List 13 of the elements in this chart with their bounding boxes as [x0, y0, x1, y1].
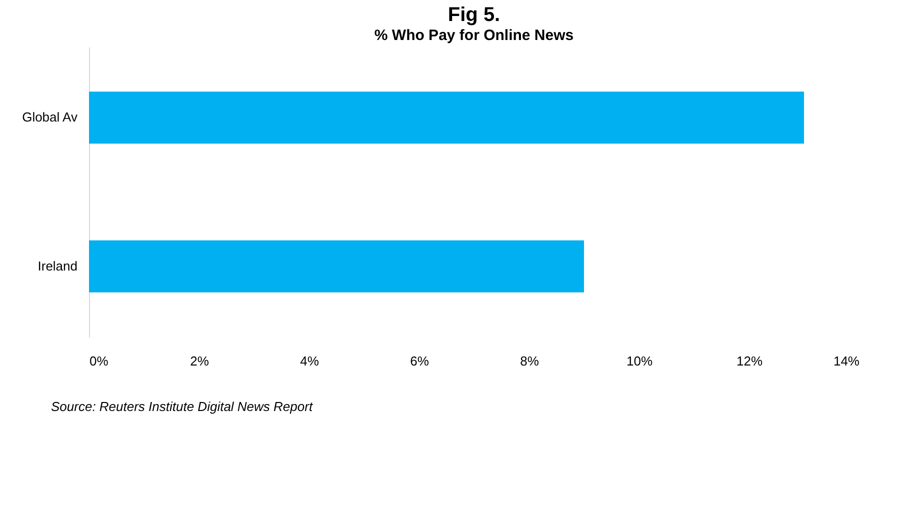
x-tick-label: 10%	[626, 354, 653, 368]
x-tick-label: 4%	[300, 354, 320, 368]
y-tick-label: Global Av	[22, 110, 78, 125]
x-tick-label: 12%	[736, 354, 763, 368]
source-note: Source: Reuters Institute Digital News Report	[51, 399, 314, 414]
x-tick-label: 8%	[520, 354, 540, 368]
chart-subtitle: % Who Pay for Online News	[374, 27, 574, 44]
x-tick-label: 6%	[410, 354, 430, 368]
x-tick-label: 14%	[833, 354, 860, 368]
x-tick-label: 2%	[190, 354, 210, 368]
y-tick-label: Ireland	[38, 258, 78, 274]
chart-title: Fig 5.	[448, 4, 500, 26]
x-tick-label: 0%	[90, 354, 109, 368]
